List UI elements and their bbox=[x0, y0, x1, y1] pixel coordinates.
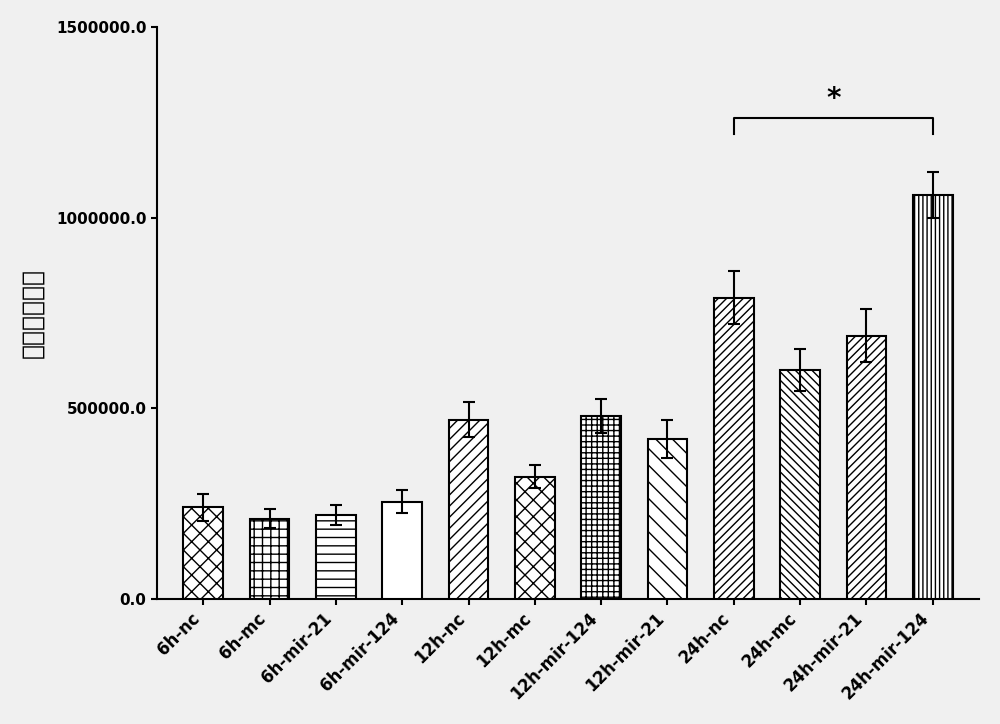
Bar bbox=[316, 515, 356, 599]
Bar bbox=[648, 439, 687, 599]
Bar bbox=[382, 502, 422, 599]
Bar bbox=[250, 519, 289, 599]
Bar bbox=[581, 416, 621, 599]
Bar bbox=[449, 420, 488, 599]
Bar bbox=[183, 508, 223, 599]
Bar bbox=[847, 336, 886, 599]
Bar bbox=[913, 195, 953, 599]
Text: *: * bbox=[826, 85, 841, 113]
Bar bbox=[714, 298, 754, 599]
Bar bbox=[515, 477, 555, 599]
Y-axis label: 划痕愈合面积: 划痕愈合面积 bbox=[21, 268, 45, 358]
Bar bbox=[780, 370, 820, 599]
